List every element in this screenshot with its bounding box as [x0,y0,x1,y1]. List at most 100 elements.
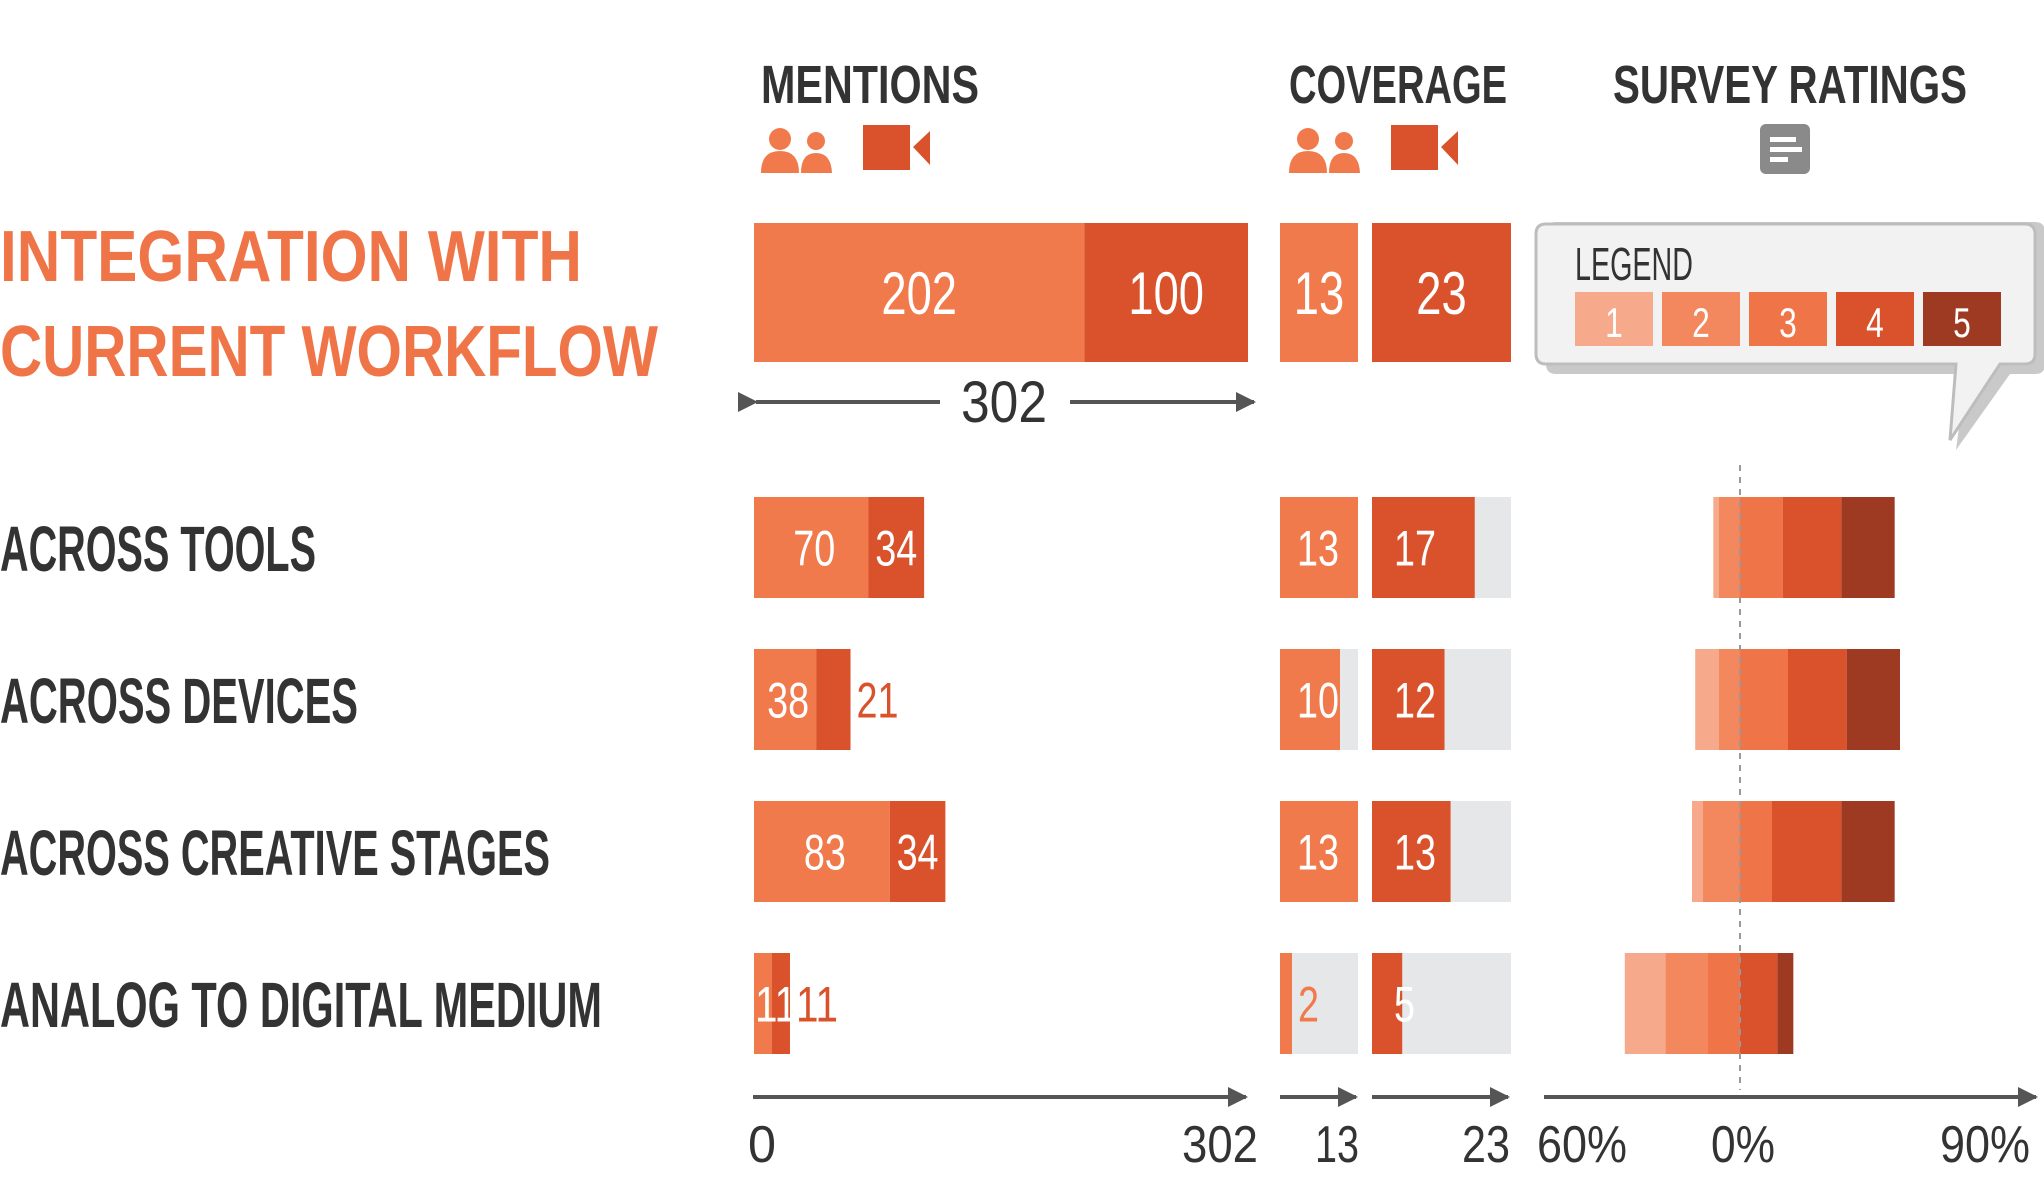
survey-positive-segment [1740,953,1778,1054]
legend: LEGEND 1 2 3 4 5 [1534,222,2044,450]
row-label-analog: ANALOG TO DIGITAL MEDIUM [0,969,602,1041]
legend-swatch-4 [1836,292,1914,346]
survey-positive-segment [1777,953,1794,1054]
row-label-integration-line-1: INTEGRATION WITH [0,217,582,297]
mentions-people-bar [754,649,817,750]
coverage-video-label: 23 [1416,260,1466,327]
survey-bars [1624,497,1900,1054]
bottom-axes: 0 302 13 23 60% 0% 90% [748,465,2038,1174]
mentions-video-bar [868,497,925,598]
legend-swatch-label-1: 1 [1605,299,1623,346]
mentions-video-bar [1084,223,1248,362]
survey-positive-segment [1782,497,1842,598]
survey-positive-segment [1740,649,1788,750]
mentions-axis-min: 0 [748,1116,776,1174]
survey-positive-segment [1740,801,1772,902]
mentions-people-bar [754,497,869,598]
row-label-devices: ACROSS DEVICES [0,665,358,737]
coverage-video-bar [1372,223,1511,362]
mentions-video-bar [889,801,946,902]
coverage-video-bar [1372,953,1403,1054]
legend-swatch-label-3: 3 [1779,299,1797,346]
coverage-people-label: 10 [1297,673,1339,729]
mentions-video-label: 34 [875,521,917,577]
mentions-people-label: 38 [767,673,809,729]
coverage-people-bar [1280,223,1358,362]
coverage-people-track [1280,953,1358,1054]
coverage-video-label: 12 [1394,673,1436,729]
row-label-stages: ACROSS CREATIVE STAGES [0,817,550,889]
coverage-people-bar [1280,649,1340,750]
coverage-video-label: 13 [1394,825,1436,881]
mentions-people-bar [754,801,890,902]
legend-swatch-2 [1662,292,1740,346]
mentions-video-bar [816,649,851,750]
legend-swatch-3 [1749,292,1827,346]
coverage-video-bar [1372,649,1445,750]
mentions-people-bar [754,223,1085,362]
survey-negative-segment [1708,953,1740,1054]
coverage-people-label: 13 [1294,260,1344,327]
coverage-people-bar [1280,953,1292,1054]
mentions-people-label: 11 [755,977,797,1033]
coverage-video-label: 5 [1394,977,1415,1033]
mentions-people-label: 83 [804,825,846,881]
survey-positive-segment [1772,801,1842,902]
mentions-total-label: 302 [961,370,1047,435]
survey-positive-segment [1846,649,1900,750]
people-icon [761,128,832,173]
survey-negative-segment [1713,497,1719,598]
mentions-video-label: 21 [857,673,899,729]
survey-axis-left: 60% [1537,1116,1627,1174]
people-icon [1289,128,1360,173]
coverage-people-label: 2 [1298,977,1319,1033]
survey-positive-segment [1841,497,1895,598]
legend-swatch-label-4: 4 [1866,299,1884,346]
coverage-people-bar [1280,801,1358,902]
coverage-bars: 13 23 13 17 10 12 13 13 2 5 [1280,223,1511,1054]
row-labels: INTEGRATION WITH CURRENT WORKFLOW ACROSS… [0,217,658,1041]
coverage-header: COVERAGE [1289,55,1507,115]
mentions-header: MENTIONS [761,55,979,115]
row-label-tools: ACROSS TOOLS [0,513,316,585]
legend-swatch-label-5: 5 [1953,299,1971,346]
legend-title: LEGEND [1575,238,1693,290]
mentions-people-bar [754,953,772,1054]
legend-swatch-5 [1923,292,2001,346]
survey-positive-segment [1740,497,1783,598]
survey-positive-segment [1788,649,1847,750]
mentions-video-label: 11 [796,977,838,1033]
survey-negative-segment [1702,801,1740,902]
legend-swatch-label-2: 2 [1692,299,1710,346]
video-camera-icon [1391,125,1458,170]
mentions-video-label: 100 [1128,260,1204,327]
survey-negative-segment [1624,953,1666,1054]
survey-axis-zero: 0% [1711,1116,1775,1174]
coverage-video-axis-max: 23 [1462,1116,1510,1174]
survey-axis-right: 90% [1940,1116,2030,1174]
coverage-people-axis-max: 13 [1315,1116,1359,1174]
mentions-axis-max: 302 [1182,1116,1258,1174]
coverage-people-bar [1280,497,1358,598]
coverage-video-label: 17 [1394,521,1436,577]
mentions-video-bar [771,953,790,1054]
mentions-people-label: 70 [793,521,835,577]
survey-document-icon [1760,124,1810,174]
mentions-total-indicator: 302 [738,370,1256,435]
coverage-people-label: 13 [1297,825,1339,881]
legend-swatches: 1 2 3 4 5 [1575,292,2001,346]
coverage-video-bar [1372,801,1451,902]
video-camera-icon [863,125,930,170]
survey-negative-segment [1692,801,1703,902]
survey-positive-segment [1841,801,1895,902]
survey-negative-segment [1695,649,1719,750]
row-label-integration-line-2: CURRENT WORKFLOW [0,312,658,392]
legend-swatch-1 [1575,292,1653,346]
mentions-video-label: 34 [897,825,939,881]
survey-negative-segment [1665,953,1708,1054]
coverage-video-bar [1372,497,1475,598]
survey-header: SURVEY RATINGS [1613,55,1967,115]
survey-negative-segment [1718,649,1740,750]
